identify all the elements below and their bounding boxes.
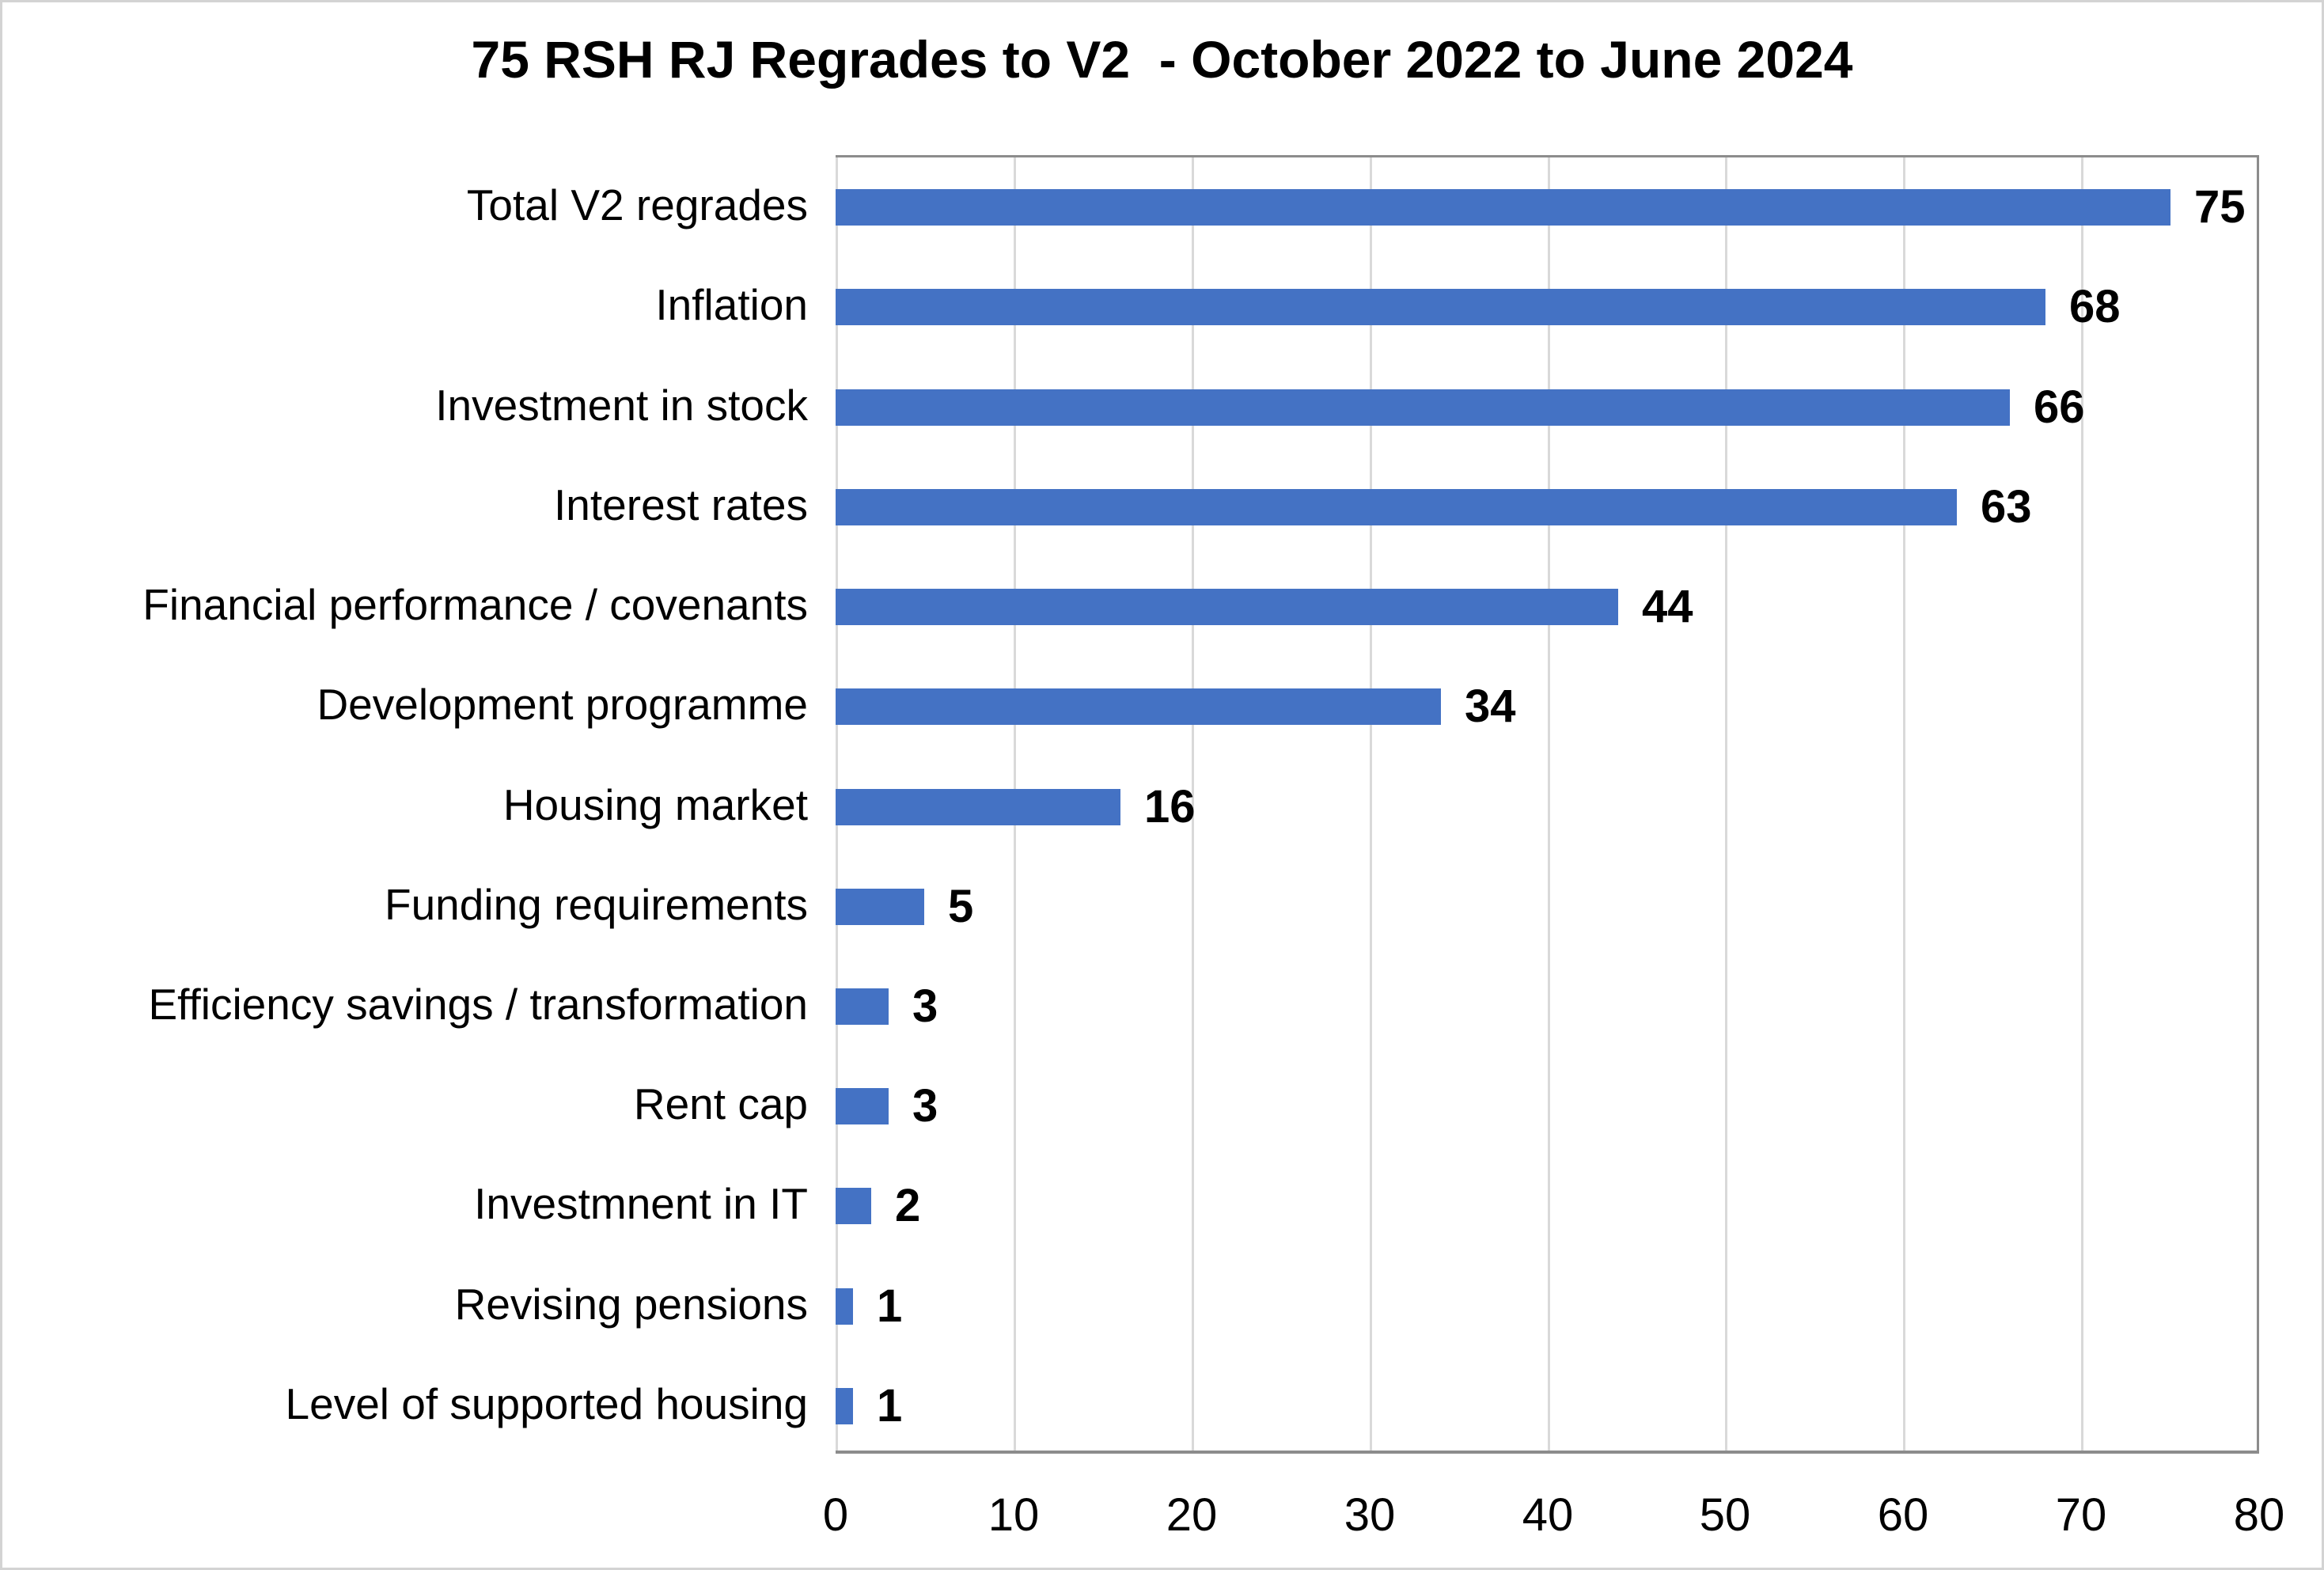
category-label-2: Investment in stock [435, 381, 808, 430]
value-label-4: 44 [1642, 581, 1693, 632]
x-tick-label-70: 70 [2055, 1489, 2107, 1541]
category-label-4: Financial performance / covenants [142, 580, 808, 629]
bar-3 [836, 489, 1957, 525]
bar-12 [836, 1388, 853, 1424]
value-label-0: 75 [2194, 181, 2246, 233]
category-label-10: Investmnent in IT [474, 1179, 808, 1228]
category-label-6: Housing market [502, 780, 808, 829]
value-label-10: 2 [895, 1180, 921, 1231]
value-label-5: 34 [1465, 681, 1516, 732]
x-tick-label-50: 50 [1699, 1489, 1751, 1541]
x-tick-label-10: 10 [988, 1489, 1040, 1541]
x-tick-label-40: 40 [1522, 1489, 1574, 1541]
gridline-x-30 [1370, 157, 1372, 1451]
bar-7 [836, 889, 924, 925]
gridline-x-70 [2081, 157, 2083, 1451]
value-label-1: 68 [2069, 281, 2121, 332]
chart-title: 75 RSH RJ Regrades to V2 - October 2022 … [471, 30, 1853, 89]
bar-1 [836, 289, 2045, 325]
bar-8 [836, 988, 889, 1025]
gridline-x-40 [1548, 157, 1550, 1451]
category-label-9: Rent cap [633, 1079, 808, 1128]
x-tick-label-0: 0 [822, 1489, 849, 1541]
value-label-2: 66 [2034, 381, 2085, 433]
x-tick-label-80: 80 [2233, 1489, 2285, 1541]
bar-11 [836, 1288, 853, 1325]
x-tick-label-60: 60 [1877, 1489, 1929, 1541]
value-label-3: 63 [1981, 481, 2032, 533]
bar-0 [836, 189, 2170, 226]
value-label-8: 3 [912, 980, 938, 1032]
bar-4 [836, 589, 1618, 625]
value-label-9: 3 [912, 1080, 938, 1132]
bar-6 [836, 789, 1120, 825]
category-label-0: Total V2 regrades [466, 180, 808, 229]
gridline-x-60 [1903, 157, 1905, 1451]
value-label-6: 16 [1144, 781, 1196, 832]
category-label-5: Development programme [317, 680, 808, 729]
category-label-11: Revising pensions [454, 1280, 808, 1329]
category-label-8: Efficiency savings / transformation [148, 980, 808, 1029]
gridline-x-20 [1192, 157, 1194, 1451]
x-tick-label-30: 30 [1344, 1489, 1396, 1541]
x-tick-label-20: 20 [1166, 1489, 1218, 1541]
bar-9 [836, 1088, 889, 1124]
value-label-11: 1 [877, 1280, 903, 1332]
bar-5 [836, 688, 1441, 725]
plot-area: 75 68 66 63 44 34 16 5 3 3 2 1 1 [836, 155, 2259, 1454]
gridline-x-50 [1725, 157, 1727, 1451]
value-label-12: 1 [877, 1380, 903, 1432]
category-label-7: Funding requirements [384, 880, 808, 929]
category-label-1: Inflation [655, 280, 808, 329]
bar-10 [836, 1188, 871, 1224]
category-label-3: Interest rates [554, 480, 808, 529]
value-label-7: 5 [948, 881, 974, 932]
category-label-12: Level of supported housing [285, 1379, 808, 1428]
bar-2 [836, 389, 2010, 426]
